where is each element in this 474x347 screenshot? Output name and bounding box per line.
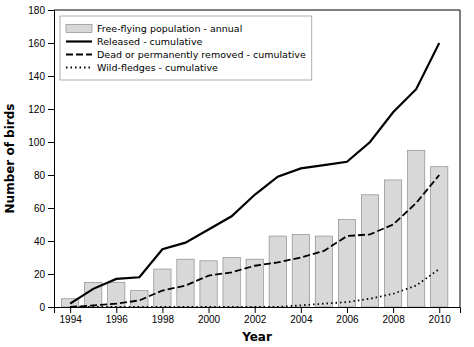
- tick-label: 60: [34, 203, 46, 214]
- legend-item: Free-flying population - annual: [66, 23, 242, 34]
- legend-swatch: [66, 67, 92, 69]
- bar: [384, 180, 401, 307]
- plot: 1994 1996 1998 2000 2002 2004 2006 2008 2010 0 20 4…: [28, 5, 460, 325]
- legend-item: Released - cumulative: [66, 36, 203, 47]
- tick-mark: [48, 208, 54, 209]
- tick: 1994: [60, 307, 83, 325]
- tick-label: 120: [28, 104, 45, 115]
- tick-label: 140: [28, 71, 45, 82]
- tick: 1996: [106, 307, 129, 325]
- tick-label: 100: [28, 137, 45, 148]
- bar-series: [61, 150, 447, 307]
- tick-mark: [48, 307, 54, 308]
- tick-mark: [48, 241, 54, 242]
- tick-label: 2008: [382, 314, 405, 325]
- legend-label: Dead or permanently removed - cumulative: [97, 49, 306, 60]
- legend-label: Wild-fledges - cumulative: [97, 62, 218, 73]
- legend-label: Released - cumulative: [97, 36, 203, 47]
- legend: Free-flying population - annual Released …: [60, 16, 312, 80]
- legend-swatch: [66, 54, 92, 56]
- legend-item: Dead or permanently removed - cumulative: [66, 49, 306, 60]
- tick: 140: [28, 71, 54, 82]
- bar: [223, 258, 240, 308]
- bar: [154, 269, 171, 307]
- legend-swatch: [66, 40, 92, 42]
- tick-mark: [48, 43, 54, 44]
- bar: [292, 234, 309, 307]
- tick-label: 2002: [244, 314, 267, 325]
- tick: 180: [28, 5, 54, 16]
- y-axis: 0 20 40 60 80 100 120 140 160 180: [28, 5, 54, 313]
- tick-mark: [301, 307, 302, 313]
- tick-label: 1994: [60, 314, 83, 325]
- line: [70, 43, 439, 304]
- tick-label: 20: [34, 269, 46, 280]
- tick-mark: [439, 307, 440, 313]
- tick: 2002: [244, 307, 267, 325]
- tick-label: 0: [39, 302, 45, 313]
- tick-mark: [70, 307, 71, 313]
- tick-mark: [393, 307, 394, 313]
- marks: [61, 43, 447, 307]
- tick: 2000: [198, 307, 221, 325]
- x-axis: 1994 1996 1998 2000 2002 2004 2006 2008 2010: [55, 307, 461, 325]
- tick: 1998: [152, 307, 175, 325]
- tick: 120: [28, 104, 54, 115]
- tick-label: 2004: [290, 314, 313, 325]
- tick-label: 80: [34, 170, 46, 181]
- tick-label: 160: [28, 38, 45, 49]
- tick: 2010: [429, 307, 452, 325]
- tick-label: 2010: [429, 314, 452, 325]
- tick: 80: [34, 170, 54, 181]
- axis-line: [55, 308, 461, 314]
- tick: 2004: [290, 307, 313, 325]
- tick-label: 1996: [106, 314, 129, 325]
- y-axis-title: Number of birds: [3, 104, 17, 214]
- bar: [431, 167, 448, 307]
- bar: [361, 195, 378, 307]
- tick: 40: [34, 236, 54, 247]
- x-axis-title: Year: [241, 330, 272, 344]
- tick-mark: [162, 307, 163, 313]
- tick-mark: [209, 307, 210, 313]
- legend-swatch: [66, 25, 92, 33]
- tick-label: 40: [34, 236, 46, 247]
- tick-mark: [48, 175, 54, 176]
- chart: 1994 1996 1998 2000 2002 2004 2006 2008 2010 0 20 4…: [0, 0, 474, 347]
- tick-mark: [48, 274, 54, 275]
- tick-mark: [255, 307, 256, 313]
- frame: [54, 10, 460, 11]
- legend-box: [60, 16, 312, 80]
- line: [70, 269, 439, 307]
- tick: 60: [34, 203, 54, 214]
- bar: [315, 236, 332, 307]
- tick-label: 1998: [152, 314, 175, 325]
- bar: [269, 236, 286, 307]
- bar: [200, 261, 217, 307]
- tick: 100: [28, 137, 54, 148]
- frame: [460, 10, 461, 307]
- tick-label: 2006: [336, 314, 359, 325]
- tick-mark: [48, 76, 54, 77]
- legend-item: Wild-fledges - cumulative: [66, 62, 218, 73]
- tick: 2006: [336, 307, 359, 325]
- legend-label: Free-flying population - annual: [97, 23, 242, 34]
- bar: [338, 220, 355, 307]
- line: [70, 175, 439, 307]
- tick-mark: [347, 307, 348, 313]
- tick: 20: [34, 269, 54, 280]
- axis-line: [48, 11, 55, 308]
- bar: [408, 150, 425, 307]
- tick-label: 180: [28, 5, 45, 16]
- tick: 160: [28, 38, 54, 49]
- tick-mark: [48, 109, 54, 110]
- tick-mark: [48, 142, 54, 143]
- tick: 0: [39, 302, 54, 313]
- tick-label: 2000: [198, 314, 221, 325]
- tick-mark: [48, 10, 54, 11]
- tick: 2008: [382, 307, 405, 325]
- tick-mark: [116, 307, 117, 313]
